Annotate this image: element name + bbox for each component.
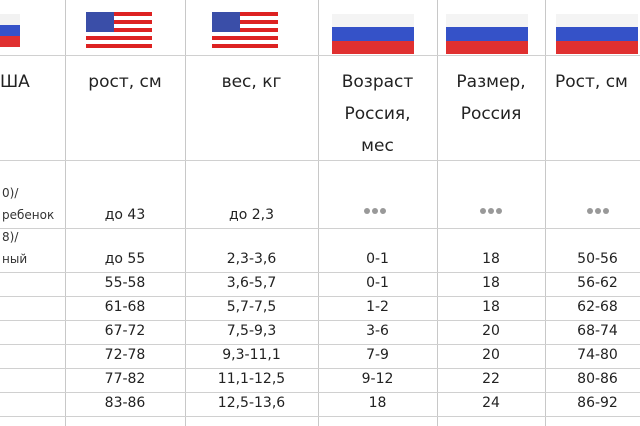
header-text: вес, кг: [221, 72, 282, 92]
header-text: Россия,: [344, 104, 411, 124]
table-cell: 61-68: [104, 299, 146, 315]
flag-usa: [212, 12, 278, 50]
column-line: [437, 0, 438, 426]
header-text: мес: [361, 136, 394, 156]
table-cell: 62-68: [577, 299, 618, 315]
dots-icon: [587, 208, 609, 214]
table-cell: 18: [482, 251, 500, 267]
table-cell: 56-62: [577, 275, 618, 291]
table-cell: 74-80: [577, 347, 618, 363]
header-text: Размер,: [456, 72, 526, 92]
table-cell: 86-92: [577, 395, 618, 411]
row-line: [0, 320, 640, 321]
table-cell: 7-9: [366, 347, 389, 363]
table-cell: до 2,3: [229, 207, 274, 223]
row-line: [0, 272, 640, 273]
row-line: [0, 296, 640, 297]
table-cell: 9,3-11,1: [222, 347, 281, 363]
row-line: [0, 228, 640, 229]
column-line: [318, 0, 319, 426]
column-line: [545, 0, 546, 426]
row-line: [0, 368, 640, 369]
row-line: [0, 416, 640, 417]
table-cell: 68-74: [577, 323, 618, 339]
table-cell: 2,3-3,6: [226, 251, 277, 267]
header-text: ША: [0, 72, 30, 92]
dots-icon: [480, 208, 502, 214]
row-label: ный: [2, 252, 28, 266]
flag-usa: [86, 12, 152, 50]
table-cell: 11,1-12,5: [217, 371, 286, 387]
table-cell: до 43: [104, 207, 146, 223]
table-cell: 3-6: [366, 323, 389, 339]
header-text: Возраст: [341, 72, 414, 92]
table-cell: 0-1: [366, 251, 389, 267]
table-cell: 3,6-5,7: [226, 275, 277, 291]
table-cell: 20: [482, 323, 500, 339]
table-cell: 20: [482, 347, 500, 363]
table-cell: 72-78: [104, 347, 146, 363]
header-text: Рост, см: [555, 72, 628, 92]
table-cell: 0-1: [366, 275, 389, 291]
row-label: ребенок: [2, 208, 55, 222]
column-line: [185, 0, 186, 426]
table-cell: 18: [368, 395, 387, 411]
table-cell: 5,7-7,5: [226, 299, 277, 315]
row-line: [0, 160, 640, 161]
flag-russia: [332, 14, 414, 54]
table-cell: 9-12: [361, 371, 394, 387]
table-cell: 67-72: [104, 323, 146, 339]
table-cell: 83-86: [104, 395, 146, 411]
row-label: 0)/: [2, 186, 19, 200]
column-line: [65, 0, 66, 426]
table-cell: 80-86: [577, 371, 618, 387]
flag-russia: [556, 14, 638, 54]
table-cell: 7,5-9,3: [226, 323, 277, 339]
header-text: Россия: [460, 104, 522, 124]
table-cell: 55-58: [104, 275, 146, 291]
flag-russia: [446, 14, 528, 54]
row-line: [0, 392, 640, 393]
table-cell: до 55: [104, 251, 146, 267]
header-text: рост, см: [88, 72, 162, 92]
table-cell: 24: [482, 395, 500, 411]
table-cell: 12,5-13,6: [217, 395, 286, 411]
dots-icon: [364, 208, 386, 214]
table-cell: 50-56: [577, 251, 618, 267]
row-line: [0, 344, 640, 345]
table-cell: 18: [482, 299, 500, 315]
row-line: [0, 55, 640, 56]
table-cell: 18: [482, 275, 500, 291]
table-cell: 77-82: [104, 371, 146, 387]
table-cell: 22: [482, 371, 500, 387]
table-cell: 1-2: [366, 299, 389, 315]
row-label: 8)/: [2, 230, 19, 244]
flag-partial: [0, 14, 20, 47]
